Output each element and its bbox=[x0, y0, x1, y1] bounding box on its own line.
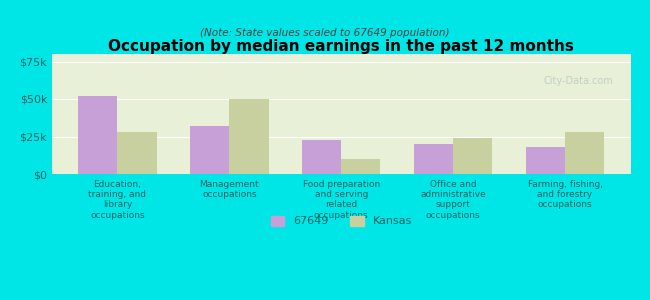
Title: Occupation by median earnings in the past 12 months: Occupation by median earnings in the pas… bbox=[109, 39, 574, 54]
Bar bbox=[190, 126, 229, 174]
Bar bbox=[229, 99, 268, 174]
Text: (Note: State values scaled to 67649 population): (Note: State values scaled to 67649 popu… bbox=[200, 28, 450, 38]
Bar bbox=[341, 159, 380, 174]
Bar bbox=[302, 140, 341, 174]
Bar bbox=[414, 144, 453, 174]
Legend: 67649, Kansas: 67649, Kansas bbox=[266, 211, 417, 231]
Bar bbox=[78, 96, 118, 174]
Bar bbox=[565, 132, 604, 174]
Bar bbox=[118, 132, 157, 174]
Bar bbox=[453, 138, 492, 174]
Text: City-Data.com: City-Data.com bbox=[543, 76, 613, 85]
Bar bbox=[526, 147, 565, 174]
